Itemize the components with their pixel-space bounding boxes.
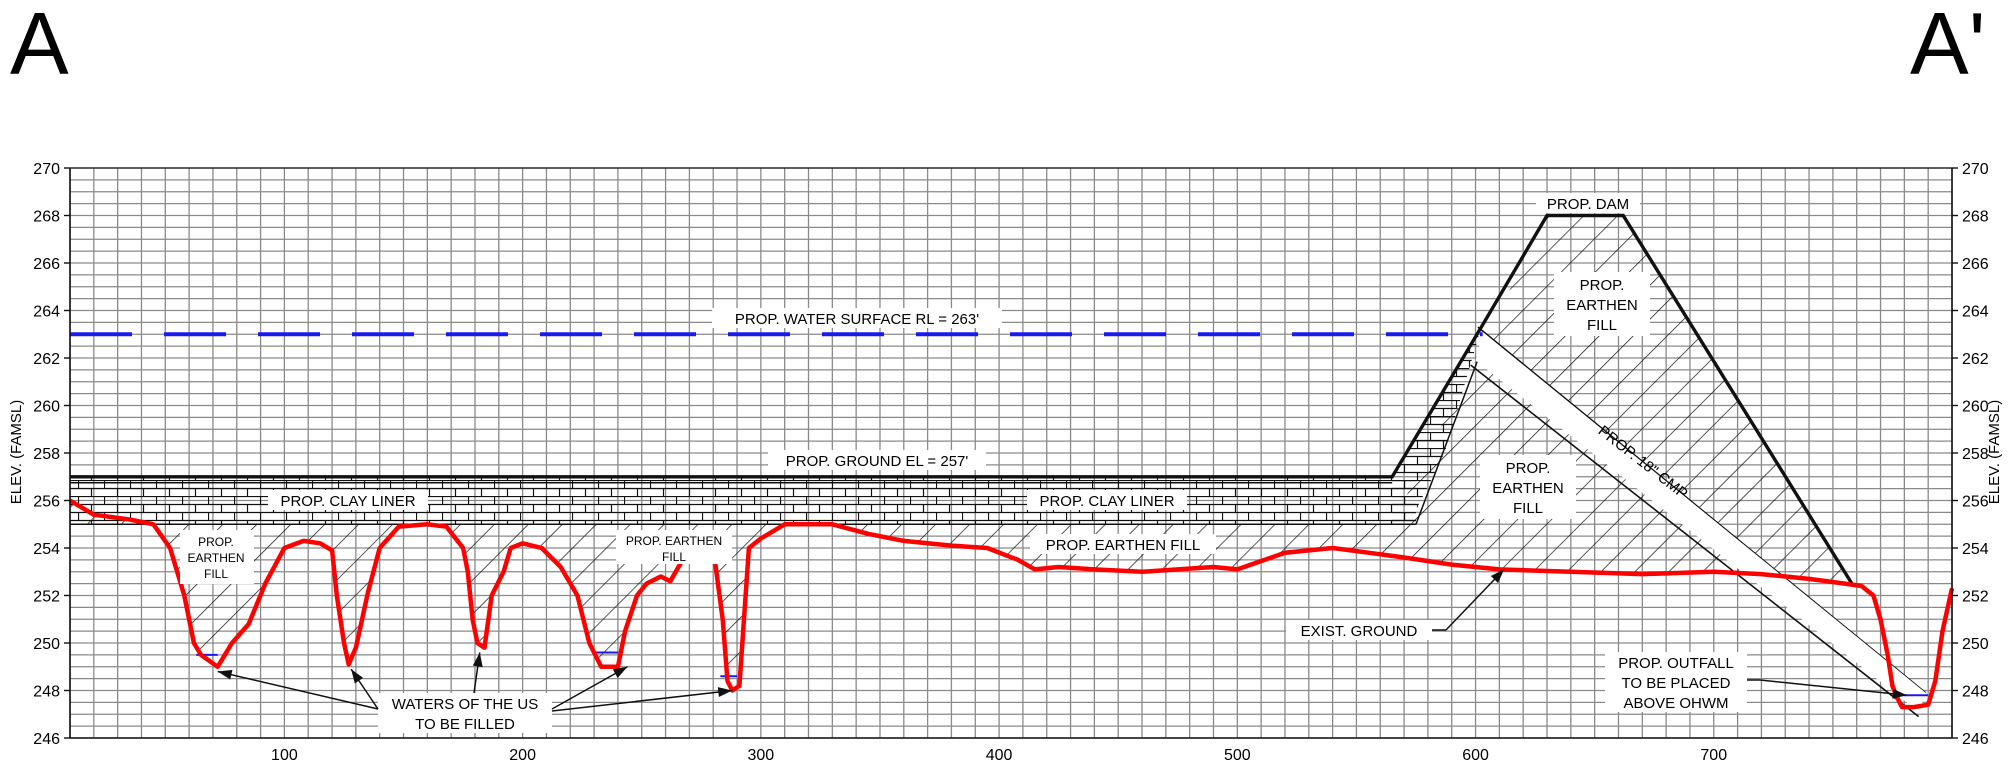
- y-tick-label: 246: [1962, 731, 1989, 748]
- outfall-label-2: TO BE PLACED: [1622, 675, 1731, 692]
- y-axis-title-left: ELEV. (FAMSL): [8, 400, 25, 505]
- dam-fill-lower-3: FILL: [1513, 500, 1543, 517]
- y-tick-label: 266: [1962, 256, 1989, 273]
- dam-liner-inner-line: [1415, 333, 1489, 525]
- waters-label-1: WATERS OF THE US: [392, 696, 538, 713]
- ground-el-label: PROP. GROUND EL = 257': [786, 453, 969, 470]
- leader-line: [1759, 679, 1907, 696]
- leader-arrowhead: [1892, 688, 1907, 699]
- leader-lines: [217, 568, 1907, 712]
- leader-line: [551, 666, 628, 710]
- x-tick-label: 200: [509, 747, 536, 762]
- y-tick-label: 250: [33, 636, 60, 653]
- dam-label: PROP. DAM: [1547, 196, 1629, 213]
- clay-liner-label-left: PROP. CLAY LINER: [280, 493, 415, 510]
- section-start-label: A: [10, 0, 69, 93]
- y-tick-label: 252: [1962, 589, 1989, 606]
- leader-line: [217, 670, 379, 710]
- dam-fill-upper-1: PROP.: [1580, 277, 1625, 294]
- y-tick-label: 270: [1962, 161, 1989, 178]
- earthen-fill-left-3: FILL: [204, 567, 228, 581]
- y-tick-label: 266: [33, 256, 60, 273]
- leader-line: [551, 689, 733, 712]
- cmp-line-upper: [1477, 326, 1927, 694]
- y-tick-label: 252: [33, 589, 60, 606]
- y-tick-label: 268: [33, 209, 60, 226]
- y-tick-label: 260: [33, 399, 60, 416]
- y-tick-label: 256: [1962, 494, 1989, 511]
- dam-fill-upper-2: EARTHEN: [1566, 297, 1637, 314]
- y-tick-label: 270: [33, 161, 60, 178]
- leader-arrowhead: [472, 652, 483, 668]
- x-tick-label: 400: [986, 747, 1013, 762]
- dam-liner-area: [1392, 327, 1481, 525]
- x-tick-label: 600: [1462, 747, 1489, 762]
- earthen-fill-mid-1: PROP. EARTHEN: [626, 534, 722, 548]
- y-tick-label: 264: [33, 304, 60, 321]
- y-tick-label: 260: [1962, 399, 1989, 416]
- y-tick-labels-right: 246 248 250 252 254 256 258 260 262 264 266 268 270: [1952, 161, 1989, 748]
- leader-arrowhead: [217, 669, 233, 680]
- cmp-pipe-fill: [1475, 331, 1926, 712]
- clay-liner-label-right: PROP. CLAY LINER: [1039, 493, 1174, 510]
- outfall-label-1: PROP. OUTFALL: [1618, 655, 1734, 672]
- dam-fill-area: [1392, 215, 1852, 585]
- y-tick-label: 248: [33, 684, 60, 701]
- leader-arrowhead: [1490, 569, 1505, 583]
- exist-ground-label: EXIST. GROUND: [1301, 623, 1418, 640]
- section-end-label: A': [1910, 0, 1986, 93]
- y-tick-label: 262: [1962, 351, 1989, 368]
- leader-arrowhead: [351, 669, 364, 684]
- y-tick-label: 268: [1962, 209, 1989, 226]
- y-axis-title-right: ELEV. (FAMSL): [1986, 400, 2003, 505]
- section-lines: [70, 213, 1929, 718]
- y-tick-label: 264: [1962, 304, 1989, 321]
- y-tick-label: 248: [1962, 684, 1989, 701]
- leader-arrowhead: [717, 687, 733, 698]
- waters-label-2: TO BE FILLED: [415, 716, 515, 733]
- earthen-fill-label: PROP. EARTHEN FILL: [1046, 537, 1201, 554]
- y-tick-label: 246: [33, 731, 60, 748]
- y-tick-labels-left: 246 248 250 252 254 256 258 260 262 264 266 268 270: [33, 161, 70, 748]
- cmp-line-lower: [1470, 364, 1920, 718]
- y-tick-label: 250: [1962, 636, 1989, 653]
- x-tick-labels: 100 200 300 400 500 600 700: [271, 747, 1727, 762]
- earthen-fill-left-1: PROP.: [198, 535, 234, 549]
- y-tick-label: 258: [33, 446, 60, 463]
- leader-arrowhead: [612, 666, 628, 678]
- dam-fill-upper-3: FILL: [1587, 317, 1617, 334]
- x-tick-label: 300: [748, 747, 775, 762]
- y-tick-label: 258: [1962, 446, 1989, 463]
- dam-fill-lower-1: PROP.: [1506, 460, 1551, 477]
- earthen-fill-left-2: EARTHEN: [187, 551, 244, 565]
- clay-liner-area: [70, 476, 1416, 525]
- water-surface-label: PROP. WATER SURFACE RL = 263': [735, 311, 979, 328]
- y-tick-label: 256: [33, 494, 60, 511]
- x-tick-label: 700: [1700, 747, 1727, 762]
- y-tick-label: 262: [33, 351, 60, 368]
- y-tick-label: 254: [33, 541, 60, 558]
- earthen-fill-mid-2: FILL: [662, 550, 686, 564]
- annotations: PROP. WATER SURFACE RL = 263' PROP. GROU…: [180, 193, 1747, 733]
- y-tick-label: 254: [1962, 541, 1989, 558]
- prop-ground-line: [70, 213, 1854, 585]
- dam-fill-lower-2: EARTHEN: [1492, 480, 1563, 497]
- x-tick-label: 500: [1224, 747, 1251, 762]
- x-tick-label: 100: [271, 747, 298, 762]
- outfall-label-3: ABOVE OHWM: [1623, 695, 1728, 712]
